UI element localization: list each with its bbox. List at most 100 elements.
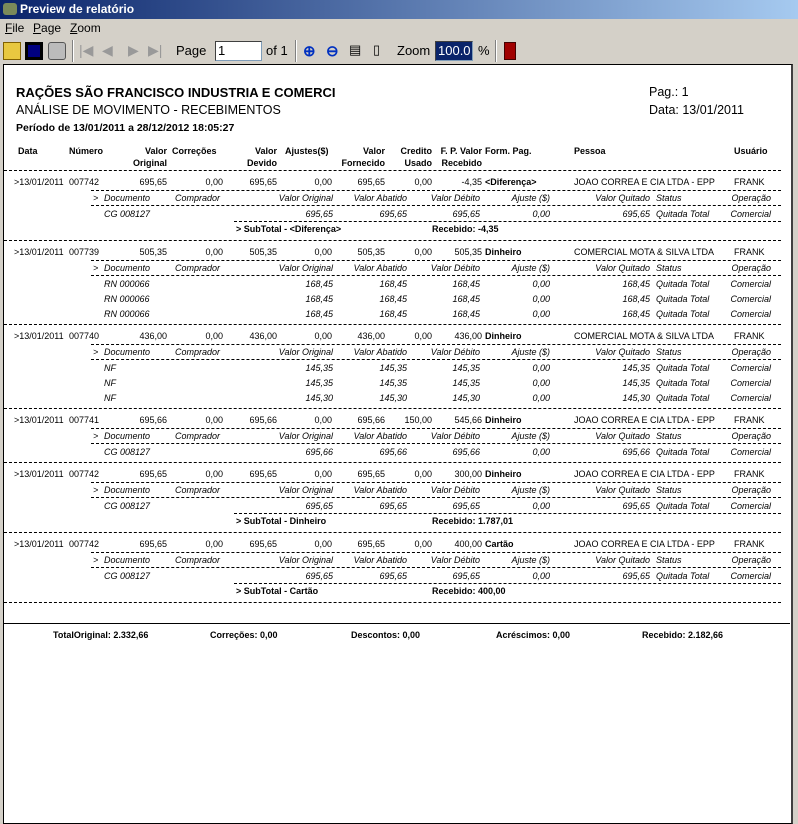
- page-width-icon[interactable]: ▤: [349, 42, 362, 57]
- detail-header-cell: Valor Quitado: [595, 431, 650, 441]
- detail-cell: CG 008127: [104, 571, 151, 581]
- detail-cell: 145,30: [305, 393, 333, 403]
- cell: FRANK: [734, 539, 765, 549]
- cell: Dinheiro: [485, 247, 522, 257]
- detail-cell: 145,35: [622, 378, 650, 388]
- detail-row: RN 000066 168,45 168,45 168,45 0,00 168,45 Qui…: [4, 306, 781, 321]
- detail-cell: 168,45: [305, 294, 333, 304]
- report-table: Data Número Valor Original Correções Valor Dev…: [4, 143, 781, 603]
- detail-header-cell: Valor Abatido: [353, 263, 407, 273]
- detail-cell: 695,65: [452, 571, 480, 581]
- detail-header-cell: >: [93, 193, 99, 203]
- column-header-cell: Número: [69, 146, 104, 156]
- detail-cell: 168,45: [622, 294, 650, 304]
- detail-cell: 145,30: [452, 393, 480, 403]
- print-icon[interactable]: [48, 42, 66, 60]
- detail-header-cell: Operação: [731, 485, 771, 495]
- cell: 505,35: [357, 247, 385, 257]
- detail-header-cell: Valor Débito: [430, 555, 480, 565]
- cell: 150,00: [404, 415, 432, 425]
- zoom-out-icon[interactable]: ⊖: [326, 43, 339, 60]
- detail-cell: 145,35: [452, 363, 480, 373]
- detail-cell: 0,00: [532, 393, 550, 403]
- save-icon[interactable]: [25, 42, 43, 60]
- detail-cell: Comercial: [730, 501, 771, 511]
- cell: 695,65: [139, 539, 167, 549]
- subtotal-label: > SubTotal - Dinheiro: [236, 516, 327, 526]
- detail-row: RN 000066 168,45 168,45 168,45 0,00 168,45 Qui…: [4, 291, 781, 306]
- menu-zoom[interactable]: Zoom: [70, 21, 101, 35]
- column-header: Data Número Valor Original Correções Valor Dev…: [4, 143, 781, 171]
- transaction-row: >13/01/2011 007742 695,65 0,00 695,65 0,00 695…: [4, 174, 781, 190]
- detail-header-cell: Valor Abatido: [353, 431, 407, 441]
- exit-door-icon[interactable]: [504, 42, 516, 60]
- cell: JOAO CORREA E CIA LTDA - EPP: [574, 539, 715, 549]
- cell: 007742: [69, 539, 100, 549]
- detail-cell: 0,00: [532, 447, 550, 457]
- detail-cell: RN 000066: [104, 309, 150, 319]
- detail-cell: 695,65: [379, 571, 407, 581]
- detail-header-cell: Documento: [104, 263, 151, 273]
- cell: >13/01/2011: [14, 415, 64, 425]
- detail-header-cell: Valor Original: [278, 431, 333, 441]
- detail-row: CG 008127 695,65 695,65 695,65 0,00 695,65 Qui…: [4, 206, 781, 221]
- detail-cell: Comercial: [730, 309, 771, 319]
- whole-page-icon[interactable]: ▯: [373, 42, 381, 57]
- column-header-cell: Ajustes($): [285, 146, 329, 156]
- cell: 0,00: [314, 331, 332, 341]
- open-folder-icon[interactable]: [3, 42, 21, 60]
- detail-header-cell: >: [93, 485, 99, 495]
- detail-cell: 145,30: [622, 393, 650, 403]
- report-page: RAÇÕES SÃO FRANCISCO INDUSTRIA E COMERCI…: [3, 64, 793, 824]
- detail-cell: 168,45: [452, 279, 480, 289]
- cell: 0,00: [205, 331, 223, 341]
- column-header-cell: Form. Pag.: [485, 146, 532, 156]
- page-input[interactable]: 1: [215, 41, 262, 61]
- menu-page[interactable]: Page: [33, 21, 62, 35]
- cell: 0,00: [414, 247, 432, 257]
- detail-row: CG 008127 695,65 695,65 695,65 0,00 695,65 Qui…: [4, 568, 781, 583]
- prev-page-icon[interactable]: ◀: [102, 42, 113, 58]
- next-page-icon[interactable]: ▶: [128, 42, 139, 58]
- detail-header-cell: >: [93, 347, 99, 357]
- cell: 0,00: [314, 469, 332, 479]
- detail-header-cell: Valor Débito: [430, 347, 480, 357]
- cell: 0,00: [314, 247, 332, 257]
- detail-cell: Comercial: [730, 447, 771, 457]
- detail-cell: 0,00: [532, 279, 550, 289]
- last-page-icon[interactable]: ▶|: [148, 42, 163, 58]
- cell: FRANK: [734, 331, 765, 341]
- detail-header-cell: Documento: [104, 431, 151, 441]
- cell: 0,00: [205, 539, 223, 549]
- menu-file[interactable]: File: [5, 21, 25, 35]
- zoom-label: Zoom: [397, 43, 431, 58]
- column-header-cell: Fornecido: [341, 158, 385, 168]
- window-title-bar: Preview de relatório: [0, 0, 798, 19]
- detail-cell: 0,00: [532, 378, 550, 388]
- detail-cell: 695,65: [452, 501, 480, 511]
- detail-header-cell: Valor Abatido: [353, 555, 407, 565]
- detail-header-cell: Status: [656, 485, 682, 495]
- cell: 007742: [69, 177, 100, 187]
- detail-cell: 695,66: [305, 447, 333, 457]
- subtotal-label: > SubTotal - Cartão: [236, 586, 319, 596]
- detail-header-cell: Valor Quitado: [595, 263, 650, 273]
- first-page-icon[interactable]: |◀: [79, 42, 94, 58]
- zoom-in-icon[interactable]: ⊕: [303, 43, 316, 60]
- detail-header-cell: Documento: [104, 347, 151, 357]
- detail-cell: Comercial: [730, 378, 771, 388]
- zoom-input[interactable]: 100.0: [435, 41, 473, 61]
- cell: FRANK: [734, 177, 765, 187]
- cell: 695,65: [139, 469, 167, 479]
- detail-cell: 695,66: [452, 447, 480, 457]
- cell: 695,65: [139, 177, 167, 187]
- subtotal-row: > SubTotal - <Diferença> Recebido: -4,35: [4, 221, 781, 237]
- detail-cell: 168,45: [452, 294, 480, 304]
- detail-header-cell: Valor Quitado: [595, 193, 650, 203]
- cell: >13/01/2011: [14, 177, 64, 187]
- cell: 007741: [69, 415, 100, 425]
- transaction-row: >13/01/2011 007740 436,00 0,00 436,00 0,00 436…: [4, 328, 781, 344]
- separator: [72, 40, 74, 62]
- detail-cell: 0,00: [532, 571, 550, 581]
- cell: -4,35: [461, 177, 482, 187]
